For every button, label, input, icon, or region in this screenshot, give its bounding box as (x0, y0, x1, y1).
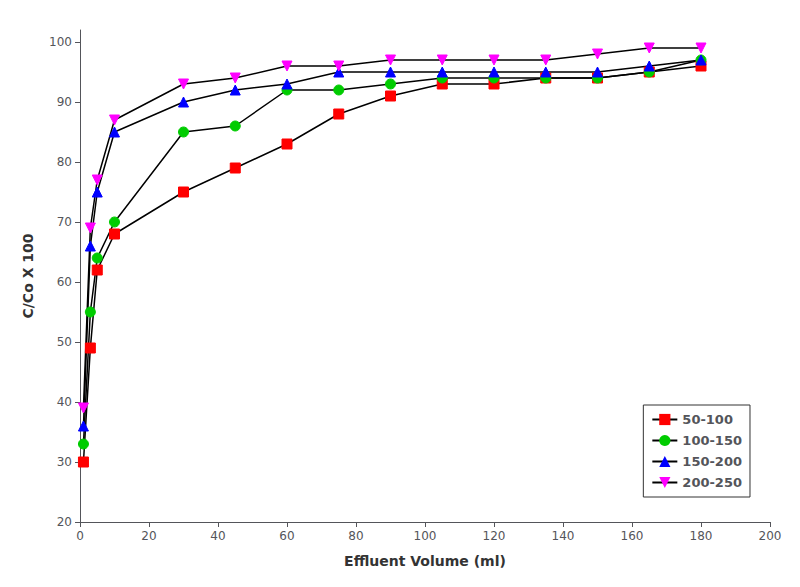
svg-text:Effluent Volume (ml): Effluent Volume (ml) (344, 553, 506, 569)
svg-text:20: 20 (141, 529, 156, 543)
svg-text:200: 200 (759, 529, 782, 543)
svg-text:20: 20 (57, 515, 72, 529)
svg-text:0: 0 (76, 529, 84, 543)
svg-text:50: 50 (57, 335, 72, 349)
svg-text:150-200: 150-200 (682, 454, 742, 469)
svg-text:30: 30 (57, 455, 72, 469)
svg-text:60: 60 (57, 275, 72, 289)
svg-text:80: 80 (57, 155, 72, 169)
svg-text:180: 180 (690, 529, 713, 543)
svg-text:90: 90 (57, 95, 72, 109)
svg-text:120: 120 (483, 529, 506, 543)
svg-text:40: 40 (210, 529, 225, 543)
svg-text:100: 100 (49, 35, 72, 49)
svg-text:70: 70 (57, 215, 72, 229)
svg-text:80: 80 (348, 529, 363, 543)
svg-text:60: 60 (279, 529, 294, 543)
svg-text:50-100: 50-100 (682, 412, 733, 427)
svg-text:140: 140 (552, 529, 575, 543)
svg-text:100-150: 100-150 (682, 433, 742, 448)
svg-text:100: 100 (414, 529, 437, 543)
svg-text:200-250: 200-250 (682, 475, 742, 490)
svg-text:40: 40 (57, 395, 72, 409)
svg-text:160: 160 (621, 529, 644, 543)
svg-text:C/Co X 100: C/Co X 100 (20, 233, 36, 318)
